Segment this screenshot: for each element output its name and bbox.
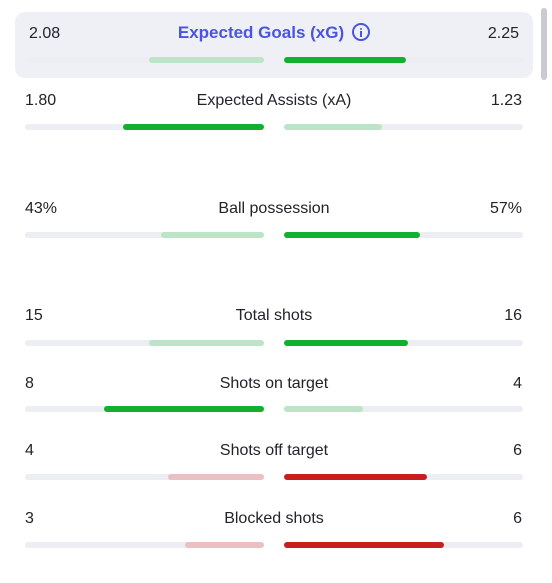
away-bar-track <box>284 124 523 130</box>
away-bar-track <box>284 232 523 238</box>
scrollbar-thumb[interactable] <box>541 8 547 80</box>
away-value: 57% <box>489 200 522 217</box>
home-value: 1.80 <box>25 92 57 109</box>
away-bar-fill <box>284 232 421 238</box>
home-bar-track <box>25 406 264 412</box>
away-bar-track <box>284 474 523 480</box>
home-bar-track <box>25 340 264 346</box>
away-bar-track <box>284 406 523 412</box>
stat-label: Ball possession <box>218 200 330 217</box>
away-bar-track <box>284 542 523 548</box>
away-bar-fill <box>284 57 406 63</box>
stat-row-blocked-shots[interactable]: 3 Blocked shots 6 <box>0 507 536 557</box>
away-bar-fill <box>284 124 382 130</box>
vertical-scrollbar[interactable] <box>538 0 552 583</box>
away-bar-fill <box>284 542 445 548</box>
info-icon[interactable] <box>352 23 371 41</box>
away-value: 6 <box>513 510 522 527</box>
home-bar-fill <box>149 57 264 63</box>
stat-row-shots-off-target[interactable]: 4 Shots off target 6 <box>0 439 536 489</box>
away-bar-fill <box>284 340 409 346</box>
stat-label: Expected Goals (xG) <box>0 23 548 43</box>
home-bar-fill <box>123 124 264 130</box>
stat-row-expected-goals[interactable]: 2.08 Expected Goals (xG) 2.25 <box>15 12 533 78</box>
stat-label: Expected Assists (xA) <box>196 92 352 109</box>
home-bar-fill <box>149 340 264 346</box>
away-bar-track <box>284 340 523 346</box>
stat-label-text: Expected Goals (xG) <box>177 23 345 42</box>
home-bar-track <box>25 474 264 480</box>
away-bar-track <box>284 57 523 63</box>
away-value: 1.23 <box>490 92 522 109</box>
home-bar-track <box>25 542 264 548</box>
home-bar-fill <box>103 406 264 412</box>
stat-row-expected-assists[interactable]: 1.80 Expected Assists (xA) 1.23 <box>0 89 536 139</box>
home-value: 4 <box>25 442 34 459</box>
home-bar-fill <box>185 542 264 548</box>
stat-row-total-shots[interactable]: 15 Total shots 16 <box>0 304 536 354</box>
away-value: 16 <box>504 307 522 324</box>
stat-label: Shots off target <box>219 442 329 459</box>
stat-label: Shots on target <box>219 375 329 392</box>
away-value: 2.25 <box>487 25 519 42</box>
away-bar-fill <box>284 474 428 480</box>
home-value: 3 <box>25 510 34 527</box>
away-bar-fill <box>284 406 363 412</box>
home-bar-fill <box>168 474 264 480</box>
home-value: 8 <box>25 375 34 392</box>
stat-label: Blocked shots <box>224 510 324 527</box>
away-value: 4 <box>513 375 522 392</box>
home-bar-track <box>25 232 264 238</box>
match-stats-panel: 2.08 Expected Goals (xG) 2.25 1.80 Expec… <box>0 12 536 557</box>
home-value: 15 <box>25 307 43 324</box>
stat-row-shots-on-target[interactable]: 8 Shots on target 4 <box>0 372 536 422</box>
home-value: 2.08 <box>29 25 61 42</box>
stat-row-ball-possession[interactable]: 43% Ball possession 57% <box>0 197 536 247</box>
home-bar-track <box>25 57 264 63</box>
stat-label: Total shots <box>235 307 313 324</box>
home-bar-fill <box>161 232 264 238</box>
away-value: 6 <box>513 442 522 459</box>
home-value: 43% <box>25 200 58 217</box>
home-bar-track <box>25 124 264 130</box>
